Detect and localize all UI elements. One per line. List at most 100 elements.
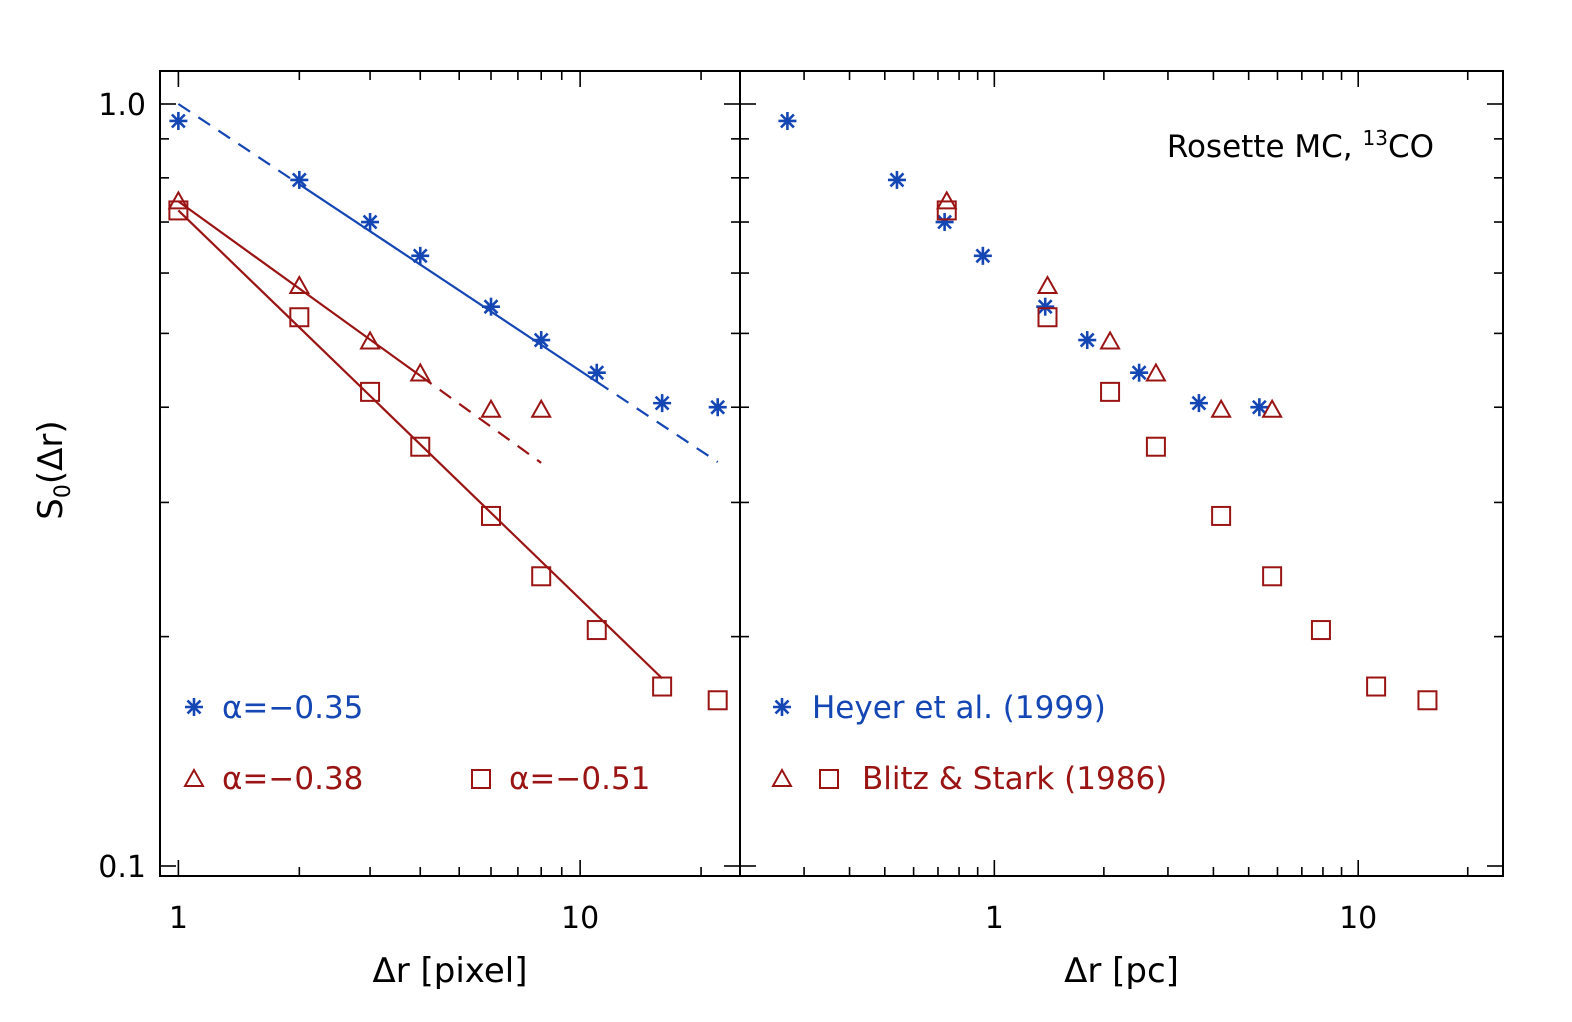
fit-line-solid — [298, 183, 598, 383]
legend-marker-triangle — [771, 767, 793, 788]
legend-marker-square — [471, 769, 491, 789]
point-triangle — [359, 330, 381, 350]
x-tick-label: 10 — [561, 901, 599, 936]
labels: 1 10 Δr [pixel] α=−0.35 α=−0.38 α=−0.51 1 10 Δr … — [31, 88, 1434, 991]
point-triangle — [1036, 274, 1059, 295]
point-triangle — [409, 362, 431, 382]
legend-label-blitz: Blitz & Stark (1986) — [862, 761, 1167, 797]
point-asterisk — [532, 331, 551, 350]
point-square — [360, 381, 381, 402]
fit-line-dashed — [596, 380, 719, 463]
fit-line-dashed — [177, 103, 300, 186]
point-asterisk-stroke — [170, 113, 186, 129]
point-square — [586, 620, 607, 641]
point-square — [652, 676, 673, 697]
legend-marker-asterisk-stroke — [774, 699, 790, 715]
legend-label-alpha-038: α=−0.38 — [222, 761, 363, 797]
point-asterisk-stroke — [1037, 299, 1053, 315]
point-asterisk-stroke — [937, 214, 953, 230]
point-asterisk-stroke — [589, 365, 605, 381]
legend-marker-asterisk — [185, 698, 203, 716]
point-asterisk — [1036, 297, 1055, 316]
point-square — [1100, 381, 1121, 402]
point-triangle — [1145, 362, 1167, 382]
point-asterisk — [653, 394, 672, 413]
point-asterisk — [887, 170, 906, 189]
point-asterisk — [169, 111, 188, 130]
legend-marker-asterisk-stroke — [186, 699, 202, 715]
fit-line-solid — [177, 209, 663, 680]
point-asterisk — [1189, 394, 1208, 413]
legend-marker-square — [819, 769, 839, 789]
point-asterisk — [708, 398, 727, 417]
fit-lines — [177, 103, 719, 680]
point-asterisk — [1250, 398, 1269, 417]
point-triangle — [530, 398, 552, 418]
point-triangle — [1261, 398, 1283, 418]
point-square — [1366, 676, 1387, 697]
point-square — [1145, 436, 1166, 457]
y-tick-label: 1.0 — [98, 88, 146, 123]
legend-label-alpha-035: α=−0.35 — [222, 690, 363, 726]
point-square — [1262, 566, 1283, 587]
legend-marker-asterisk — [773, 698, 791, 716]
point-asterisk-stroke — [412, 248, 428, 264]
point-square — [1310, 620, 1331, 641]
point-asterisk-stroke — [654, 395, 670, 411]
point-square — [168, 200, 189, 221]
point-triangle — [1099, 330, 1121, 350]
point-asterisk-stroke — [1079, 332, 1095, 348]
point-square — [1417, 690, 1438, 711]
data-points — [167, 111, 1438, 711]
point-asterisk — [778, 111, 797, 130]
y-axis-label: S0(Δr) — [31, 420, 76, 519]
point-asterisk — [935, 213, 954, 232]
point-asterisk-stroke — [1251, 399, 1267, 415]
point-asterisk — [482, 297, 501, 316]
y-tick-label: 0.1 — [98, 850, 146, 885]
point-asterisk — [587, 363, 606, 382]
point-triangle — [1210, 398, 1232, 418]
x-tick-label: 1 — [169, 901, 188, 936]
panel-frames — [159, 70, 1504, 877]
point-asterisk — [361, 213, 380, 232]
point-asterisk-stroke — [780, 113, 795, 129]
point-asterisk-stroke — [1131, 365, 1147, 381]
fit-line-solid — [177, 200, 421, 377]
point-triangle — [480, 398, 502, 418]
x-axis-label: Δr [pc] — [1064, 951, 1179, 991]
point-asterisk-stroke — [483, 299, 499, 315]
legend-label-alpha-051: α=−0.51 — [509, 761, 650, 797]
legend-label-heyer: Heyer et al. (1999) — [812, 690, 1106, 726]
point-square — [1037, 307, 1058, 328]
point-asterisk-stroke — [291, 172, 307, 188]
point-asterisk — [411, 246, 430, 265]
legend-marker-triangle — [183, 767, 205, 788]
right-panel-frame — [739, 70, 1504, 877]
x-axis-label: Δr [pixel] — [372, 951, 527, 991]
point-asterisk-stroke — [533, 332, 549, 348]
point-asterisk-stroke — [710, 399, 726, 415]
point-square — [707, 690, 728, 711]
x-tick-label: 1 — [985, 901, 1004, 936]
point-asterisk-stroke — [889, 172, 905, 188]
point-asterisk — [973, 246, 992, 265]
point-asterisk — [1078, 331, 1097, 350]
point-square — [1211, 505, 1232, 526]
point-triangle — [288, 274, 311, 295]
point-asterisk-stroke — [975, 248, 991, 264]
point-asterisk — [290, 170, 309, 189]
point-square — [936, 200, 957, 221]
point-asterisk-stroke — [362, 214, 378, 230]
point-asterisk-stroke — [1191, 395, 1207, 411]
point-square — [289, 307, 310, 328]
annotation-rosette: Rosette MC, 13CO — [1167, 126, 1434, 165]
point-square — [481, 505, 502, 526]
axis-ticks — [159, 71, 1503, 876]
point-asterisk — [1130, 363, 1149, 382]
fit-line-dashed — [419, 374, 542, 464]
x-tick-label: 10 — [1339, 901, 1377, 936]
point-square — [531, 566, 552, 587]
point-square — [410, 436, 431, 457]
